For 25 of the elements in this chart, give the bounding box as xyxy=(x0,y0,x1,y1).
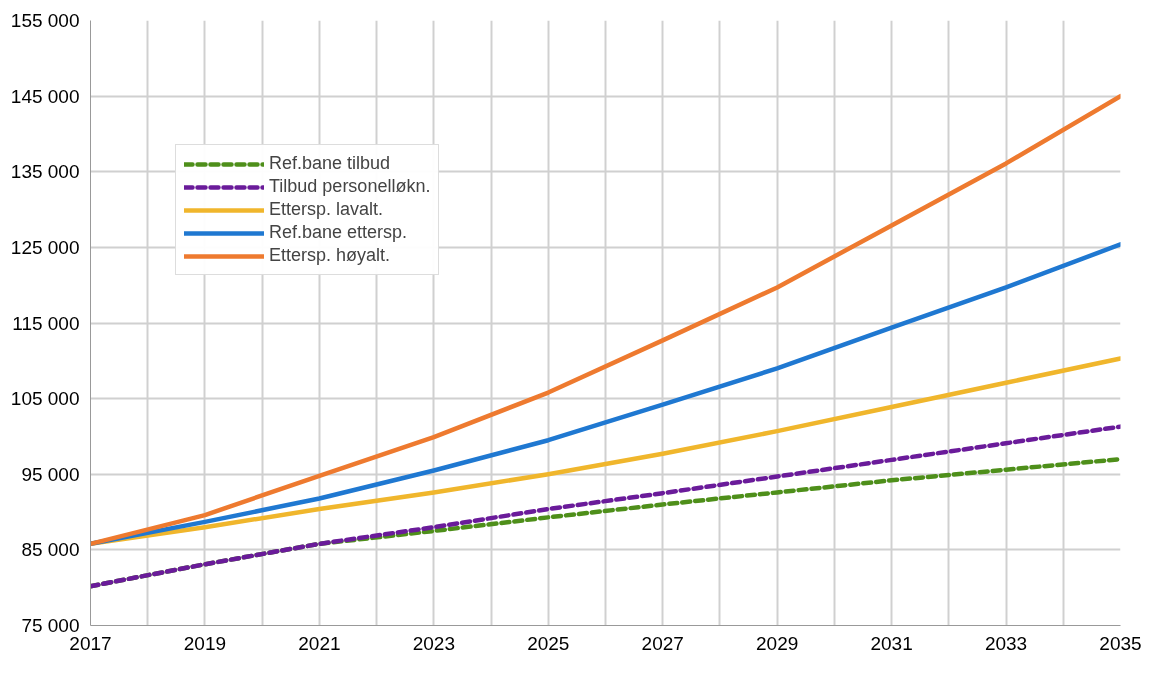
x-tick-label: 2031 xyxy=(870,632,913,654)
x-tick-label: 2023 xyxy=(412,632,455,654)
legend-label: Ref.bane ettersp. xyxy=(269,222,408,243)
y-tick-label: 135 000 xyxy=(10,161,80,183)
legend-label: Ettersp. høyalt. xyxy=(269,245,391,266)
x-tick-label: 2027 xyxy=(641,632,684,654)
y-tick-label: 105 000 xyxy=(10,388,80,410)
line-series xyxy=(90,93,1121,547)
y-tick-label: 125 000 xyxy=(10,236,80,258)
x-tick-label: 2033 xyxy=(984,632,1028,654)
legend-label: Ettersp. lavalt. xyxy=(269,199,384,220)
y-tick-label: 115 000 xyxy=(12,312,80,334)
legend-label: Ref.bane tilbud xyxy=(269,153,391,174)
legend-label: Tilbud personelløkn. xyxy=(269,176,431,197)
x-tick-label: 2019 xyxy=(183,632,227,654)
y-tick-label: 85 000 xyxy=(21,539,80,561)
line-series xyxy=(90,242,1121,547)
y-tick-label: 155 000 xyxy=(10,10,80,31)
x-tick-label: 2029 xyxy=(756,632,799,654)
x-tick-label: 2035 xyxy=(1099,632,1142,654)
y-tick-label: 145 000 xyxy=(10,85,80,107)
x-tick-label: 2021 xyxy=(298,632,341,654)
line-series xyxy=(90,424,1121,589)
y-tick-label: 95 000 xyxy=(21,463,80,485)
x-tick-label: 2025 xyxy=(527,632,570,654)
